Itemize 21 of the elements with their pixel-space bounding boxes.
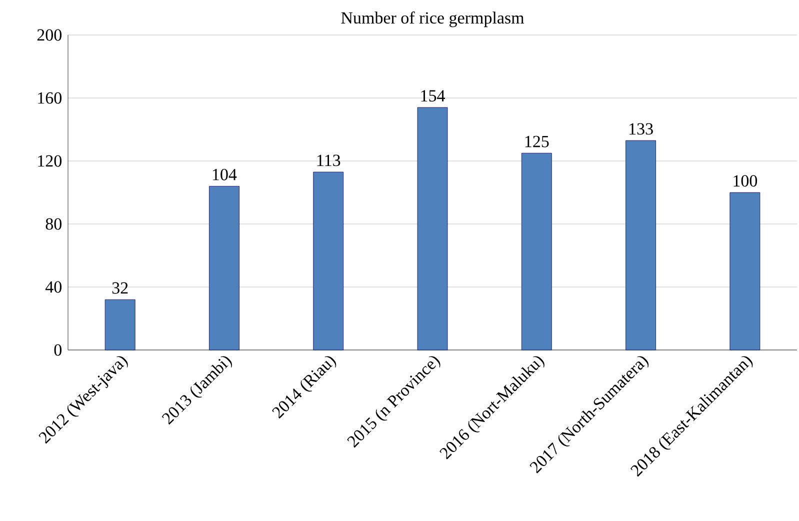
y-tick-label: 120 — [38, 155, 62, 167]
data-label: 100 — [734, 175, 758, 187]
data-label: 104 — [212, 168, 237, 180]
data-label: 125 — [525, 136, 549, 148]
bar — [313, 172, 344, 350]
bar — [104, 299, 136, 350]
data-label: 113 — [317, 154, 340, 166]
chart-title: Number of rice germplasm — [341, 11, 524, 28]
bar — [626, 140, 656, 350]
data-label: 32 — [112, 282, 128, 294]
bar — [521, 152, 552, 350]
y-tick-label: 200 — [37, 29, 62, 41]
y-tick-label: 40 — [45, 281, 62, 293]
y-tick-label: 80 — [46, 218, 62, 230]
bar — [417, 107, 448, 350]
data-label: 154 — [421, 90, 445, 102]
data-label: 133 — [630, 123, 653, 135]
y-tick-label: 0 — [54, 344, 62, 356]
y-tick-label: 160 — [38, 92, 62, 104]
bar — [209, 186, 240, 350]
bar — [730, 192, 760, 350]
